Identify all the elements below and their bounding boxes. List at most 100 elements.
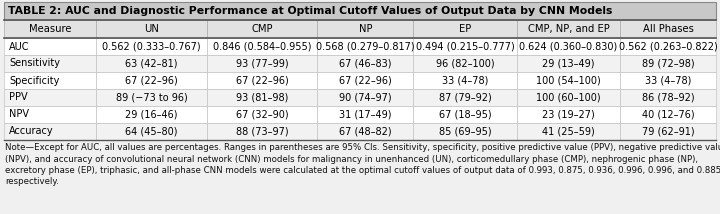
Text: 93 (81–98): 93 (81–98) — [236, 92, 288, 103]
Bar — [413, 89, 517, 106]
Text: 0.562 (0.333–0.767): 0.562 (0.333–0.767) — [102, 42, 201, 52]
Text: 41 (25–59): 41 (25–59) — [542, 126, 595, 137]
Text: All Phases: All Phases — [643, 24, 694, 34]
Text: CMP: CMP — [251, 24, 273, 34]
Bar — [620, 106, 716, 123]
Bar — [517, 20, 620, 38]
Bar — [318, 38, 413, 55]
Text: Specificity: Specificity — [9, 76, 60, 86]
Text: 23 (19–27): 23 (19–27) — [542, 110, 595, 119]
Bar — [4, 55, 96, 72]
Bar — [207, 123, 318, 140]
Bar — [4, 72, 96, 89]
Bar — [207, 20, 318, 38]
Text: 67 (18–95): 67 (18–95) — [438, 110, 492, 119]
Bar — [207, 72, 318, 89]
Text: Measure: Measure — [29, 24, 71, 34]
Bar — [207, 38, 318, 55]
Text: 33 (4–78): 33 (4–78) — [442, 76, 488, 86]
Text: 0.846 (0.584–0.955): 0.846 (0.584–0.955) — [212, 42, 311, 52]
Text: 67 (32–90): 67 (32–90) — [235, 110, 288, 119]
Bar — [96, 38, 207, 55]
Bar — [620, 123, 716, 140]
Text: AUC: AUC — [9, 42, 30, 52]
Bar — [318, 55, 413, 72]
Text: 0.568 (0.279–0.817): 0.568 (0.279–0.817) — [316, 42, 415, 52]
Text: 79 (62–91): 79 (62–91) — [642, 126, 695, 137]
Bar — [318, 123, 413, 140]
Bar — [96, 89, 207, 106]
Bar — [413, 123, 517, 140]
Text: 64 (45–80): 64 (45–80) — [125, 126, 178, 137]
Bar — [96, 72, 207, 89]
Text: 100 (60–100): 100 (60–100) — [536, 92, 600, 103]
Bar — [517, 55, 620, 72]
Bar — [413, 72, 517, 89]
Bar — [517, 38, 620, 55]
Bar — [318, 72, 413, 89]
Bar — [620, 20, 716, 38]
Text: UN: UN — [144, 24, 159, 34]
Text: 85 (69–95): 85 (69–95) — [438, 126, 492, 137]
Text: respectively.: respectively. — [5, 177, 59, 186]
Text: 0.624 (0.360–0.830): 0.624 (0.360–0.830) — [519, 42, 618, 52]
Bar — [620, 89, 716, 106]
Bar — [413, 20, 517, 38]
Text: excretory phase (EP), triphasic, and all-phase CNN models were calculated at the: excretory phase (EP), triphasic, and all… — [5, 166, 720, 175]
Text: 96 (82–100): 96 (82–100) — [436, 58, 495, 68]
Text: CMP, NP, and EP: CMP, NP, and EP — [528, 24, 609, 34]
Text: 31 (17–49): 31 (17–49) — [339, 110, 392, 119]
Text: 29 (13–49): 29 (13–49) — [542, 58, 595, 68]
Bar — [517, 106, 620, 123]
Text: 0.562 (0.263–0.822): 0.562 (0.263–0.822) — [619, 42, 718, 52]
Bar — [4, 89, 96, 106]
Bar — [207, 55, 318, 72]
Bar — [413, 55, 517, 72]
Bar — [4, 2, 716, 20]
Text: 67 (22–96): 67 (22–96) — [235, 76, 289, 86]
Bar — [96, 106, 207, 123]
Text: EP: EP — [459, 24, 472, 34]
Text: 0.494 (0.215–0.777): 0.494 (0.215–0.777) — [415, 42, 515, 52]
Bar — [413, 38, 517, 55]
Text: Accuracy: Accuracy — [9, 126, 54, 137]
Text: Sensitivity: Sensitivity — [9, 58, 60, 68]
Text: 67 (22–96): 67 (22–96) — [125, 76, 178, 86]
Text: 40 (12–76): 40 (12–76) — [642, 110, 695, 119]
Bar — [4, 20, 96, 38]
Text: 90 (74–97): 90 (74–97) — [339, 92, 392, 103]
Bar — [620, 72, 716, 89]
Text: 86 (78–92): 86 (78–92) — [642, 92, 695, 103]
Bar — [207, 106, 318, 123]
Text: 67 (46–83): 67 (46–83) — [339, 58, 392, 68]
Text: 100 (54–100): 100 (54–100) — [536, 76, 601, 86]
Text: 33 (4–78): 33 (4–78) — [645, 76, 691, 86]
Bar — [4, 123, 96, 140]
Text: 89 (72–98): 89 (72–98) — [642, 58, 695, 68]
Bar — [620, 38, 716, 55]
Bar — [96, 20, 207, 38]
Bar — [413, 106, 517, 123]
Bar — [517, 89, 620, 106]
Bar — [620, 55, 716, 72]
Text: NPV: NPV — [9, 110, 30, 119]
Bar — [318, 20, 413, 38]
Bar — [4, 38, 96, 55]
Bar — [517, 72, 620, 89]
Text: 93 (77–99): 93 (77–99) — [235, 58, 288, 68]
Text: 29 (16–46): 29 (16–46) — [125, 110, 178, 119]
Text: 67 (22–96): 67 (22–96) — [339, 76, 392, 86]
Bar — [4, 106, 96, 123]
Bar — [207, 89, 318, 106]
Text: 88 (73–97): 88 (73–97) — [235, 126, 288, 137]
Text: PPV: PPV — [9, 92, 28, 103]
Text: 89 (−73 to 96): 89 (−73 to 96) — [116, 92, 187, 103]
Bar — [318, 89, 413, 106]
Text: NP: NP — [359, 24, 372, 34]
Bar — [96, 123, 207, 140]
Text: 67 (48–82): 67 (48–82) — [339, 126, 392, 137]
Bar — [96, 55, 207, 72]
Text: 87 (79–92): 87 (79–92) — [438, 92, 492, 103]
Text: 63 (42–81): 63 (42–81) — [125, 58, 178, 68]
Bar — [517, 123, 620, 140]
